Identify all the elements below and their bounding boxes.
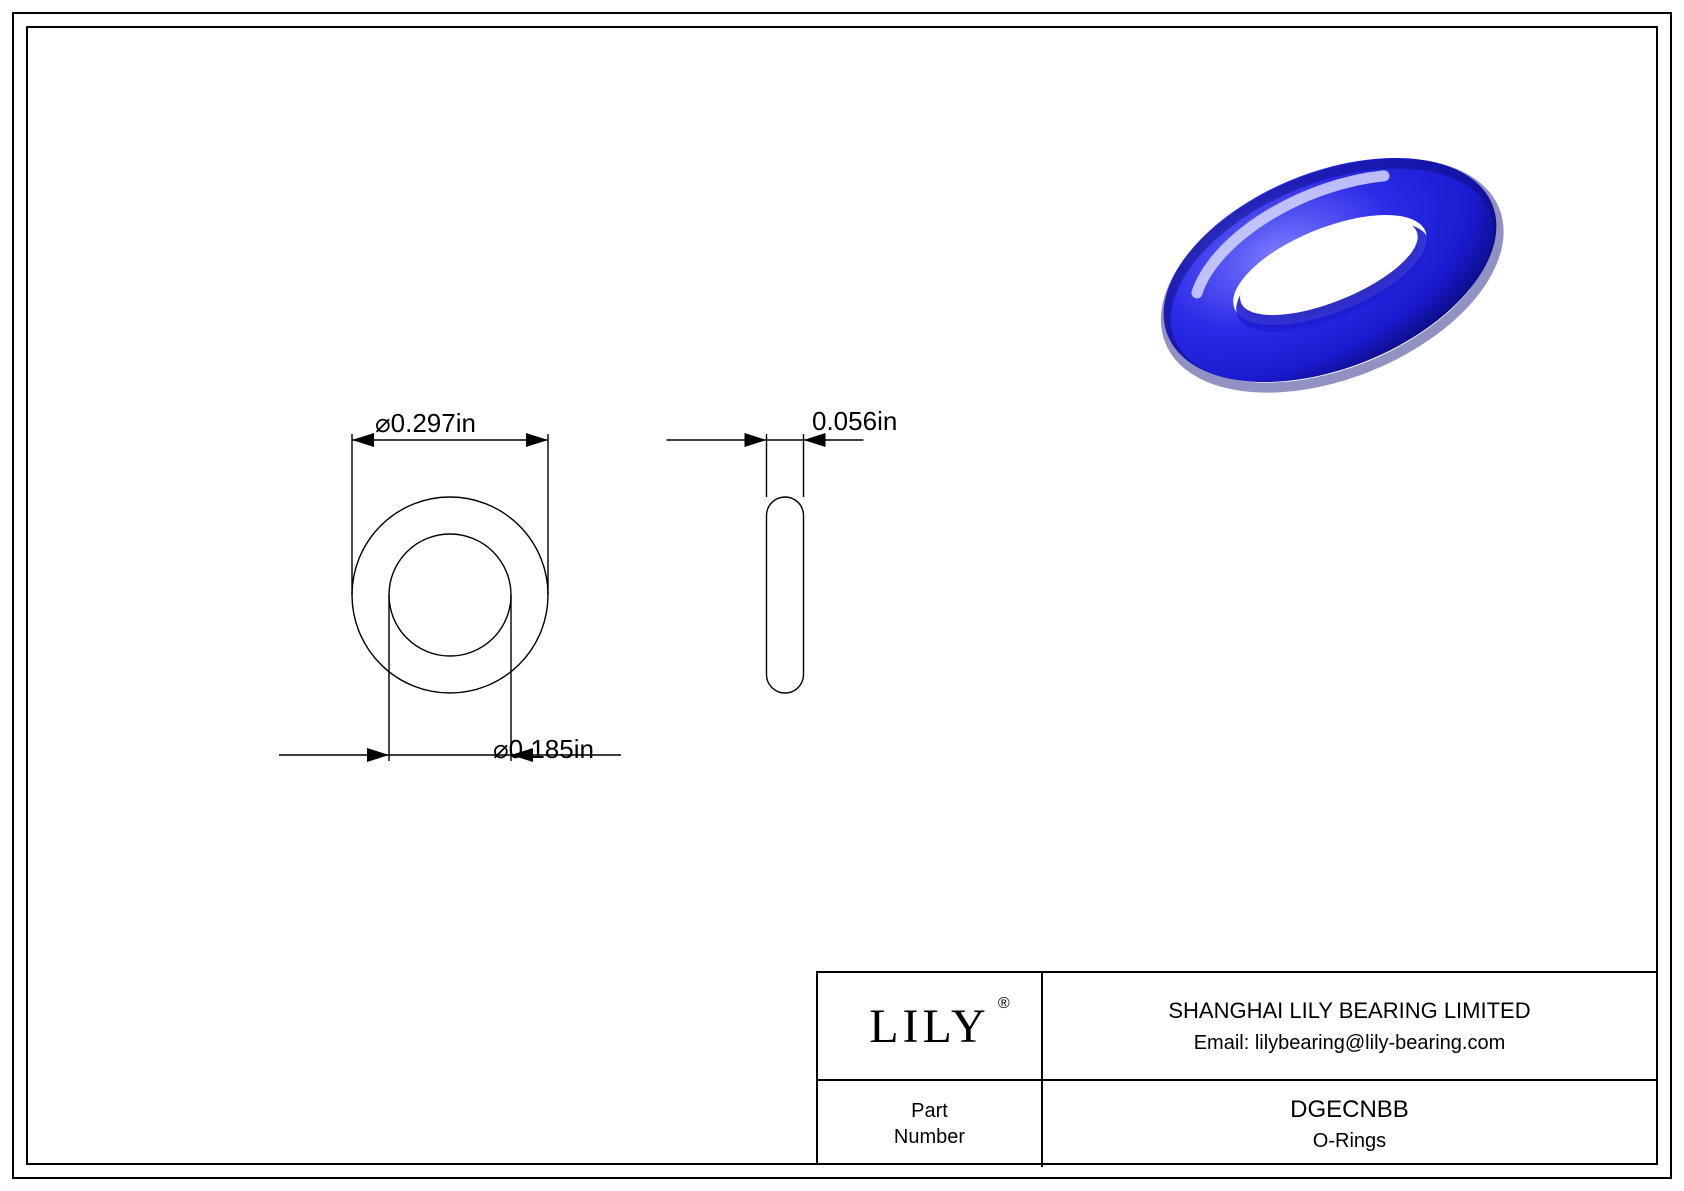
company-name: SHANGHAI LILY BEARING LIMITED bbox=[1168, 998, 1530, 1024]
thickness-dim bbox=[667, 433, 864, 497]
part-number: DGECNBB bbox=[1290, 1096, 1409, 1124]
inner-dim-label: ⌀0.185in bbox=[493, 734, 594, 765]
thickness-dim-label: 0.056in bbox=[812, 406, 897, 437]
company-cell: SHANGHAI LILY BEARING LIMITED Email: lil… bbox=[1043, 973, 1656, 1079]
part-label: Part Number bbox=[894, 1098, 965, 1150]
logo-cell: LILY ® bbox=[818, 973, 1043, 1079]
part-value-cell: DGECNBB O-Rings bbox=[1043, 1081, 1656, 1167]
part-label-cell: Part Number bbox=[818, 1081, 1043, 1167]
part-description: O-Rings bbox=[1313, 1130, 1386, 1153]
logo-text: LILY bbox=[869, 1000, 989, 1053]
outer-dim bbox=[352, 433, 548, 595]
drawing-page: ⌀0.297in ⌀0.185in 0.056in bbox=[0, 0, 1684, 1191]
render-3d bbox=[1090, 90, 1570, 450]
section-profile bbox=[767, 497, 804, 693]
company-email: Email: lilybearing@lily-bearing.com bbox=[1194, 1032, 1506, 1055]
outer-circle bbox=[352, 497, 548, 693]
registered-icon: ® bbox=[998, 995, 1010, 1013]
inner-circle bbox=[389, 534, 511, 656]
title-block: LILY ® SHANGHAI LILY BEARING LIMITED Ema… bbox=[816, 971, 1658, 1165]
outer-dim-label: ⌀0.297in bbox=[375, 408, 476, 439]
